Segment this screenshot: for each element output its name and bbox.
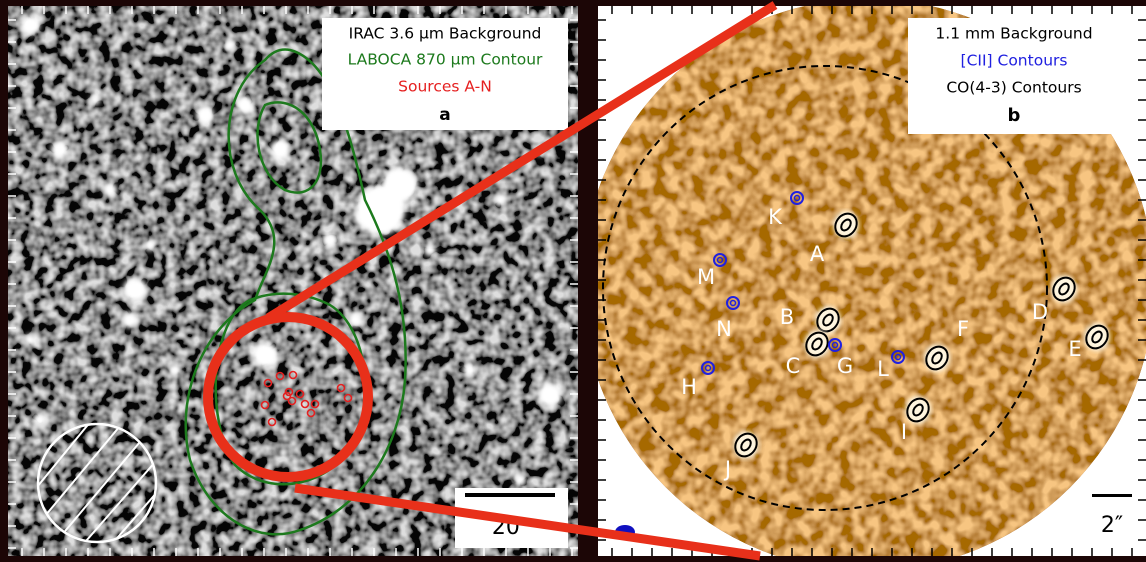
panel-label: b [1008,105,1021,126]
continuum-blob [733,431,759,459]
scale-label: 2″ [1101,513,1123,538]
continuum-blob [1084,323,1110,351]
source-label: G [837,354,853,378]
star [103,183,117,197]
source-label: N [716,317,732,341]
continuum-blob [1051,275,1077,303]
figure: IRAC 3.6 μm Background LABOCA 870 μm Con… [0,0,1146,562]
star [270,140,290,160]
source-label: D [1032,300,1048,324]
source-label: M [697,265,715,289]
legend-entry: LABOCA 870 μm Contour [348,51,543,69]
star [169,364,181,376]
source-label: K [768,205,783,229]
continuum-blob [815,306,841,334]
continuum-blob [833,211,859,239]
scale-bar [465,493,555,497]
source-label: A [810,242,825,266]
star [122,312,138,328]
source-label: C [786,354,801,378]
star [196,106,214,124]
source-label: J [723,457,731,481]
star [236,96,254,114]
legend-entry: Sources A-N [398,78,492,96]
star [463,363,477,377]
star [514,474,526,486]
star [24,334,36,346]
star [538,383,562,407]
legend-entry: 1.1 mm Background [935,25,1092,43]
star [424,244,436,256]
legend-entry: CO(4-3) Contours [946,79,1081,97]
source-label: I [901,420,907,444]
star [252,342,278,368]
panel-label: a [439,105,450,125]
star [382,167,418,203]
source-label: B [780,305,794,329]
legend-entry: [CII] Contours [961,52,1068,70]
source-label: L [877,357,889,381]
continuum-blob [804,330,830,358]
star [494,194,506,206]
star [20,15,40,35]
page: {"panel_a":{"legend":["IRAC 3.6 μm Backg… [0,0,1146,562]
star [90,95,100,105]
source-label: F [957,317,969,341]
star [224,39,236,51]
star [51,141,69,159]
star [144,239,156,251]
continuum-blob [905,396,931,424]
continuum-blob [924,344,950,372]
scale-bar [1092,494,1132,497]
legend-entry: IRAC 3.6 μm Background [349,25,542,43]
star [322,232,338,248]
source-label: E [1068,337,1081,361]
star [123,278,147,302]
star [33,413,47,427]
source-label: H [681,375,697,399]
